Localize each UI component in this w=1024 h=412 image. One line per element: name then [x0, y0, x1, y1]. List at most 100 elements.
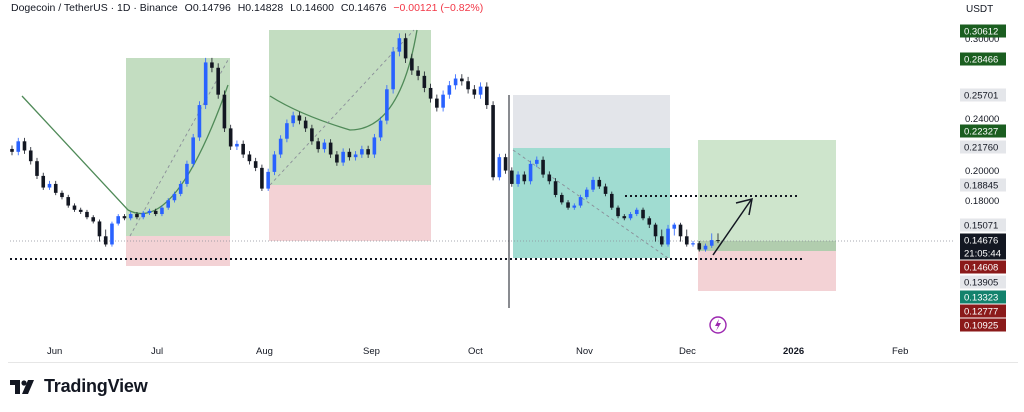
candle-body [278, 138, 283, 155]
candle-body [691, 243, 695, 245]
price-tag-background [960, 88, 1006, 102]
candle-body [297, 115, 302, 121]
candle-body [153, 210, 158, 215]
candle-body [628, 214, 633, 219]
price-tag-background [960, 275, 1006, 289]
price-tag-label: 0.22327 [964, 127, 998, 138]
candle-body [116, 216, 121, 224]
candle-body [659, 236, 664, 245]
chart-frame[interactable] [8, 0, 1018, 363]
candle-body [128, 214, 133, 219]
candle-body [22, 141, 27, 151]
currency-label[interactable]: USDT [966, 4, 994, 15]
candle-body [684, 236, 689, 245]
x-tick-label: 2026 [783, 346, 804, 357]
candle-body [416, 70, 420, 76]
candle-body [572, 205, 577, 208]
candle-body [341, 151, 345, 163]
candle-body [578, 197, 583, 206]
price-tag-background [960, 304, 1006, 318]
candle-body [360, 149, 364, 155]
price-tag-background [960, 318, 1006, 332]
candle-body [85, 211, 89, 218]
price-tags-layer: 0.30612 0.28466 0.25701 0.22327 0.21760 0.188… [960, 24, 1006, 332]
candle-body [510, 170, 514, 184]
price-tag-label: 0.21760 [964, 143, 998, 154]
candle-body [135, 214, 139, 218]
candle-body [97, 221, 102, 237]
candle-body [53, 183, 58, 193]
candle-body [366, 149, 370, 155]
candle-body [203, 62, 208, 106]
price-tag-background [960, 290, 1006, 304]
diagonal-august [269, 29, 415, 186]
ohlc-open: O0.14796 [184, 2, 231, 14]
candle-body [303, 120, 308, 129]
candle-body [422, 75, 427, 88]
candle-body [466, 81, 470, 90]
y-tick-label: 0.18000 [965, 196, 999, 207]
price-tag-background [960, 218, 1006, 232]
candle-body [72, 205, 77, 210]
price-tag-background [960, 140, 1006, 154]
candle-body [678, 224, 683, 237]
rounding-arc-august [269, 29, 418, 131]
candle-body [291, 115, 295, 124]
candle-body [516, 174, 520, 184]
candle-body [435, 98, 439, 108]
lightning-event-icon[interactable] [709, 316, 727, 334]
candle-body [528, 163, 533, 182]
candle-body [316, 141, 320, 150]
price-tag-label: 0.15071 [964, 221, 998, 232]
price-tag-background [960, 260, 1006, 274]
candle-body [410, 58, 414, 71]
candle-body [347, 151, 352, 158]
stop-zone-december [698, 251, 836, 291]
x-tick-label: Aug [256, 346, 273, 357]
brand-name: TradingView [44, 376, 148, 396]
candle-body [653, 224, 658, 237]
x-tick-label: Feb [892, 346, 908, 357]
candle-body [160, 207, 164, 215]
candle-body [178, 183, 183, 194]
price-tag-background [960, 24, 1006, 38]
price-tag-label: 0.28466 [964, 55, 998, 66]
price-tag-background [960, 233, 1006, 247]
grey-zone-october [513, 95, 670, 148]
candle-body [641, 209, 645, 219]
candle-body [666, 228, 670, 245]
price-tag-background [960, 246, 1006, 260]
candle-body [560, 194, 564, 203]
candle-body [285, 123, 289, 139]
candle-body [122, 216, 127, 219]
candle-body [541, 159, 545, 175]
symbol-title[interactable]: Dogecoin / TetherUS · 1D · Binance [11, 2, 178, 14]
price-tag-label: 21:05:44 [964, 249, 1001, 260]
candle-body [716, 240, 720, 242]
candle-body [272, 154, 277, 172]
candle-body [584, 189, 589, 198]
diagonal-october [512, 149, 669, 259]
stop-zone-june [126, 236, 230, 266]
candle-body [403, 38, 408, 59]
candle-body [547, 174, 552, 182]
candle-body [216, 67, 220, 95]
candle-body [47, 183, 52, 188]
candle-body [485, 86, 489, 106]
candle-body [697, 243, 702, 250]
candle-body [260, 167, 264, 189]
x-tick-label: Nov [576, 346, 593, 357]
candle-body [335, 154, 339, 163]
tradingview-logo-icon [10, 379, 34, 394]
x-tick-label: Oct [468, 346, 483, 357]
candle-body [241, 143, 245, 155]
entry-band-december [698, 241, 836, 251]
candle-body [110, 223, 114, 245]
candle-body [16, 141, 21, 152]
x-tick-label: Jul [151, 346, 163, 357]
candle-body [228, 128, 233, 147]
price-tag-label: 0.10925 [964, 321, 998, 332]
y-tick-label: 0.30000 [965, 34, 999, 45]
candle-body [566, 202, 570, 208]
